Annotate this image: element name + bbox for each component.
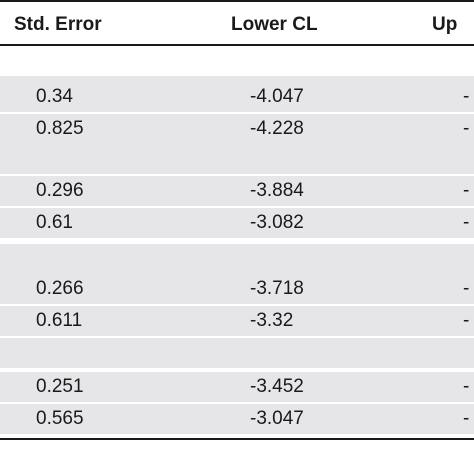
upper-cl-cell: -	[463, 212, 470, 233]
std-error-cell: 0.611	[36, 310, 83, 331]
table-bottom-rule	[0, 438, 474, 440]
header-lower-cl: Lower CL	[231, 14, 318, 35]
table-row: 0.296 -3.884 -	[0, 176, 474, 206]
upper-cl-cell: -	[463, 180, 470, 201]
table-row: 0.34 -4.047 -	[0, 82, 474, 112]
table-row: 0.61 -3.082 -	[0, 208, 474, 238]
row-divider	[0, 112, 474, 114]
std-error-cell: 0.825	[36, 118, 84, 139]
header-std-error: Std. Error	[14, 14, 102, 35]
lower-cl-cell: -3.452	[250, 376, 304, 397]
upper-cl-cell: -	[463, 278, 470, 299]
upper-cl-cell: -	[463, 376, 470, 397]
row-divider	[0, 304, 474, 306]
upper-cl-cell: -	[463, 118, 470, 139]
group-label-row	[0, 144, 474, 174]
table-header-rule	[0, 44, 474, 46]
table-row: 0.565 -3.047 -	[0, 404, 474, 434]
table-row: 0.825 -4.228 -	[0, 114, 474, 144]
lower-cl-cell: -3.082	[250, 212, 304, 233]
table-top-rule	[0, 0, 474, 2]
upper-cl-cell: -	[463, 86, 470, 107]
lower-cl-cell: -4.047	[250, 86, 304, 107]
row-divider	[0, 402, 474, 404]
std-error-cell: 0.251	[36, 376, 84, 397]
table-row: 0.266 -3.718 -	[0, 274, 474, 304]
std-error-cell: 0.61	[36, 212, 73, 233]
row-divider	[0, 174, 474, 176]
row-divider	[0, 368, 474, 370]
group-spacer-row	[0, 46, 474, 76]
std-error-cell: 0.34	[36, 86, 73, 107]
table-row: 0.251 -3.452 -	[0, 372, 474, 402]
lower-cl-cell: -3.047	[250, 408, 304, 429]
lower-cl-cell: -3.32	[250, 310, 294, 331]
lower-cl-cell: -3.718	[250, 278, 304, 299]
std-error-cell: 0.296	[36, 180, 84, 201]
group-label-row	[0, 338, 474, 368]
row-divider	[0, 206, 474, 208]
lower-cl-cell: -3.884	[250, 180, 304, 201]
lower-cl-cell: -4.228	[250, 118, 304, 139]
table-header-row: Std. Error Lower CL Up	[0, 2, 474, 44]
table-row: 0.611 -3.32 -	[0, 306, 474, 336]
upper-cl-cell: -	[463, 408, 470, 429]
header-upper-cl: Up	[432, 14, 458, 35]
group-label-row	[0, 244, 474, 274]
std-error-cell: 0.565	[36, 408, 84, 429]
std-error-cell: 0.266	[36, 278, 84, 299]
upper-cl-cell: -	[463, 310, 470, 331]
